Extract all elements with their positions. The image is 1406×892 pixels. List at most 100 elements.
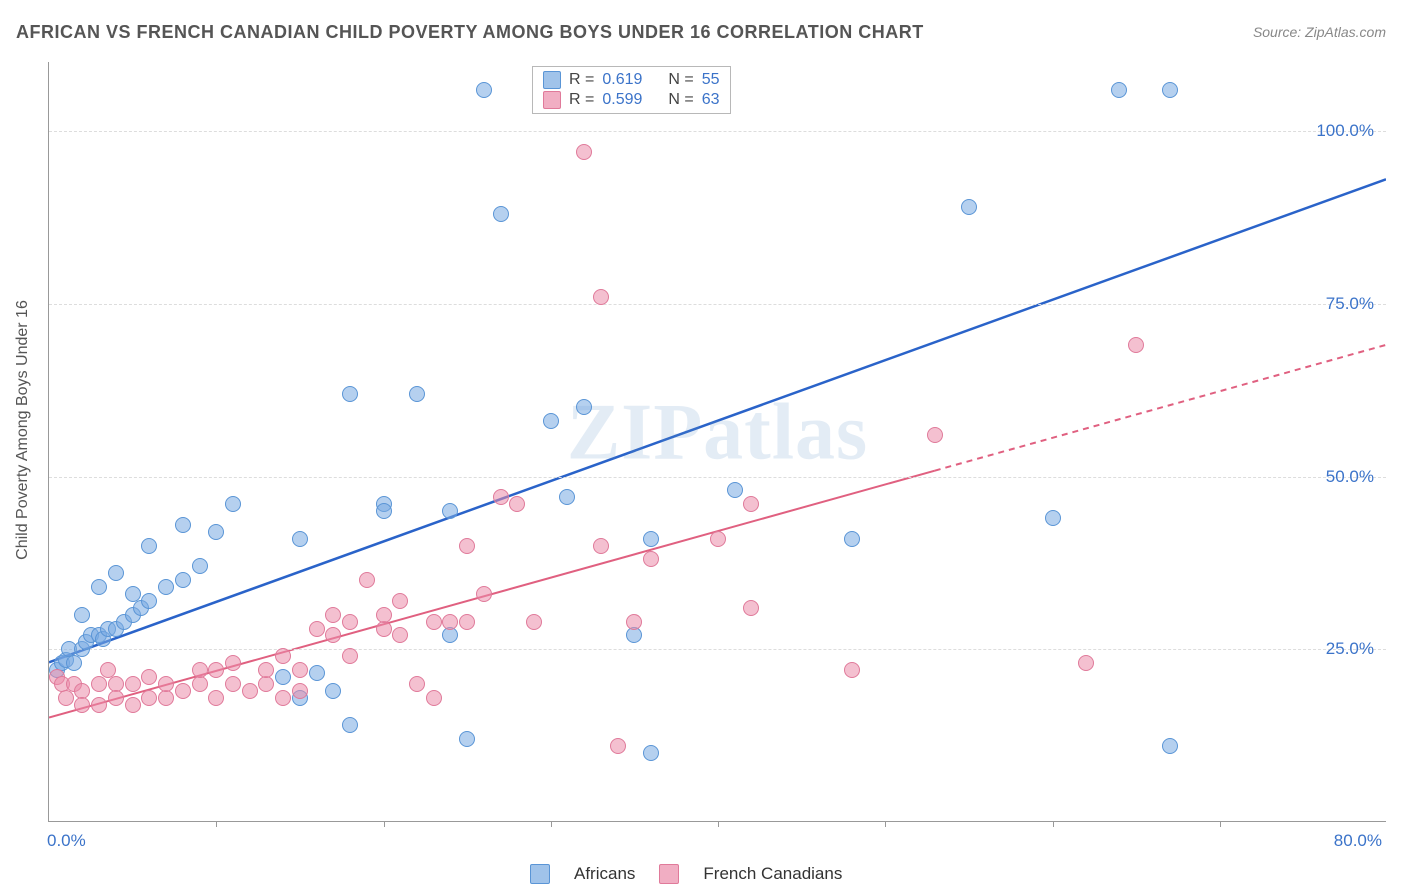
scatter-point [1162, 82, 1178, 98]
scatter-point [325, 607, 341, 623]
scatter-point [1128, 337, 1144, 353]
scatter-point [509, 496, 525, 512]
scatter-point [610, 738, 626, 754]
scatter-point [442, 627, 458, 643]
scatter-point [426, 614, 442, 630]
scatter-point [643, 745, 659, 761]
legend-row-french: R = 0.599 N = 63 [543, 90, 720, 110]
scatter-point [559, 489, 575, 505]
scatter-point [376, 607, 392, 623]
scatter-point [1045, 510, 1061, 526]
scatter-point [743, 600, 759, 616]
scatter-point [192, 676, 208, 692]
scatter-point [442, 503, 458, 519]
x-tick [718, 821, 719, 827]
scatter-point [409, 676, 425, 692]
scatter-point [141, 538, 157, 554]
scatter-point [526, 614, 542, 630]
scatter-point [342, 614, 358, 630]
series-label-africans: Africans [574, 864, 635, 884]
scatter-point [325, 627, 341, 643]
chart-title: AFRICAN VS FRENCH CANADIAN CHILD POVERTY… [16, 22, 924, 43]
x-tick [1220, 821, 1221, 827]
r-label: R = [569, 71, 594, 89]
scatter-point [576, 144, 592, 160]
scatter-point [743, 496, 759, 512]
source-attribution: Source: ZipAtlas.com [1253, 24, 1386, 40]
gridline [49, 477, 1386, 478]
scatter-point [91, 579, 107, 595]
scatter-point [493, 206, 509, 222]
gridline [49, 304, 1386, 305]
scatter-point [208, 524, 224, 540]
r-label: R = [569, 91, 594, 109]
swatch-french-icon [543, 91, 561, 109]
y-tick-label: 50.0% [1326, 467, 1374, 487]
scatter-point [74, 697, 90, 713]
scatter-point [175, 572, 191, 588]
scatter-point [275, 648, 291, 664]
scatter-point [242, 683, 258, 699]
scatter-point [91, 676, 107, 692]
x-tick [1053, 821, 1054, 827]
scatter-point [141, 669, 157, 685]
scatter-point [108, 565, 124, 581]
x-axis-min-label: 0.0% [47, 831, 86, 851]
scatter-point [125, 697, 141, 713]
scatter-point [626, 614, 642, 630]
watermark: ZIPatlas [567, 387, 868, 478]
scatter-point [426, 690, 442, 706]
scatter-point [727, 482, 743, 498]
scatter-point [392, 627, 408, 643]
y-axis-label: Child Poverty Among Boys Under 16 [14, 300, 32, 560]
r-value-french: 0.599 [602, 91, 642, 109]
scatter-point [125, 676, 141, 692]
scatter-point [141, 690, 157, 706]
scatter-point [392, 593, 408, 609]
scatter-point [66, 655, 82, 671]
trend-lines-svg [49, 62, 1386, 821]
series-legend: Africans French Canadians [530, 864, 842, 884]
scatter-point [442, 614, 458, 630]
y-tick-label: 25.0% [1326, 639, 1374, 659]
scatter-point [175, 517, 191, 533]
scatter-point [476, 586, 492, 602]
scatter-point [292, 531, 308, 547]
scatter-point [493, 489, 509, 505]
scatter-point [1078, 655, 1094, 671]
scatter-point [292, 683, 308, 699]
scatter-point [275, 669, 291, 685]
scatter-point [58, 690, 74, 706]
scatter-point [192, 558, 208, 574]
scatter-point [74, 607, 90, 623]
swatch-french-icon [659, 864, 679, 884]
scatter-point [342, 386, 358, 402]
scatter-point [459, 614, 475, 630]
x-tick [551, 821, 552, 827]
scatter-point [342, 648, 358, 664]
scatter-point [192, 662, 208, 678]
scatter-point [376, 621, 392, 637]
scatter-point [292, 662, 308, 678]
scatter-point [225, 676, 241, 692]
scatter-point [459, 731, 475, 747]
scatter-point [459, 538, 475, 554]
x-tick [384, 821, 385, 827]
scatter-point [91, 697, 107, 713]
scatter-point [158, 676, 174, 692]
scatter-point [309, 621, 325, 637]
x-tick [216, 821, 217, 827]
x-axis-max-label: 80.0% [1334, 831, 1382, 851]
y-tick-label: 100.0% [1316, 121, 1374, 141]
scatter-point [1111, 82, 1127, 98]
scatter-point [593, 538, 609, 554]
scatter-point [476, 82, 492, 98]
scatter-point [225, 655, 241, 671]
scatter-point [258, 662, 274, 678]
n-value-africans: 55 [702, 71, 720, 89]
x-tick [885, 821, 886, 827]
scatter-point [158, 690, 174, 706]
scatter-point [1162, 738, 1178, 754]
gridline [49, 131, 1386, 132]
scatter-point [108, 690, 124, 706]
